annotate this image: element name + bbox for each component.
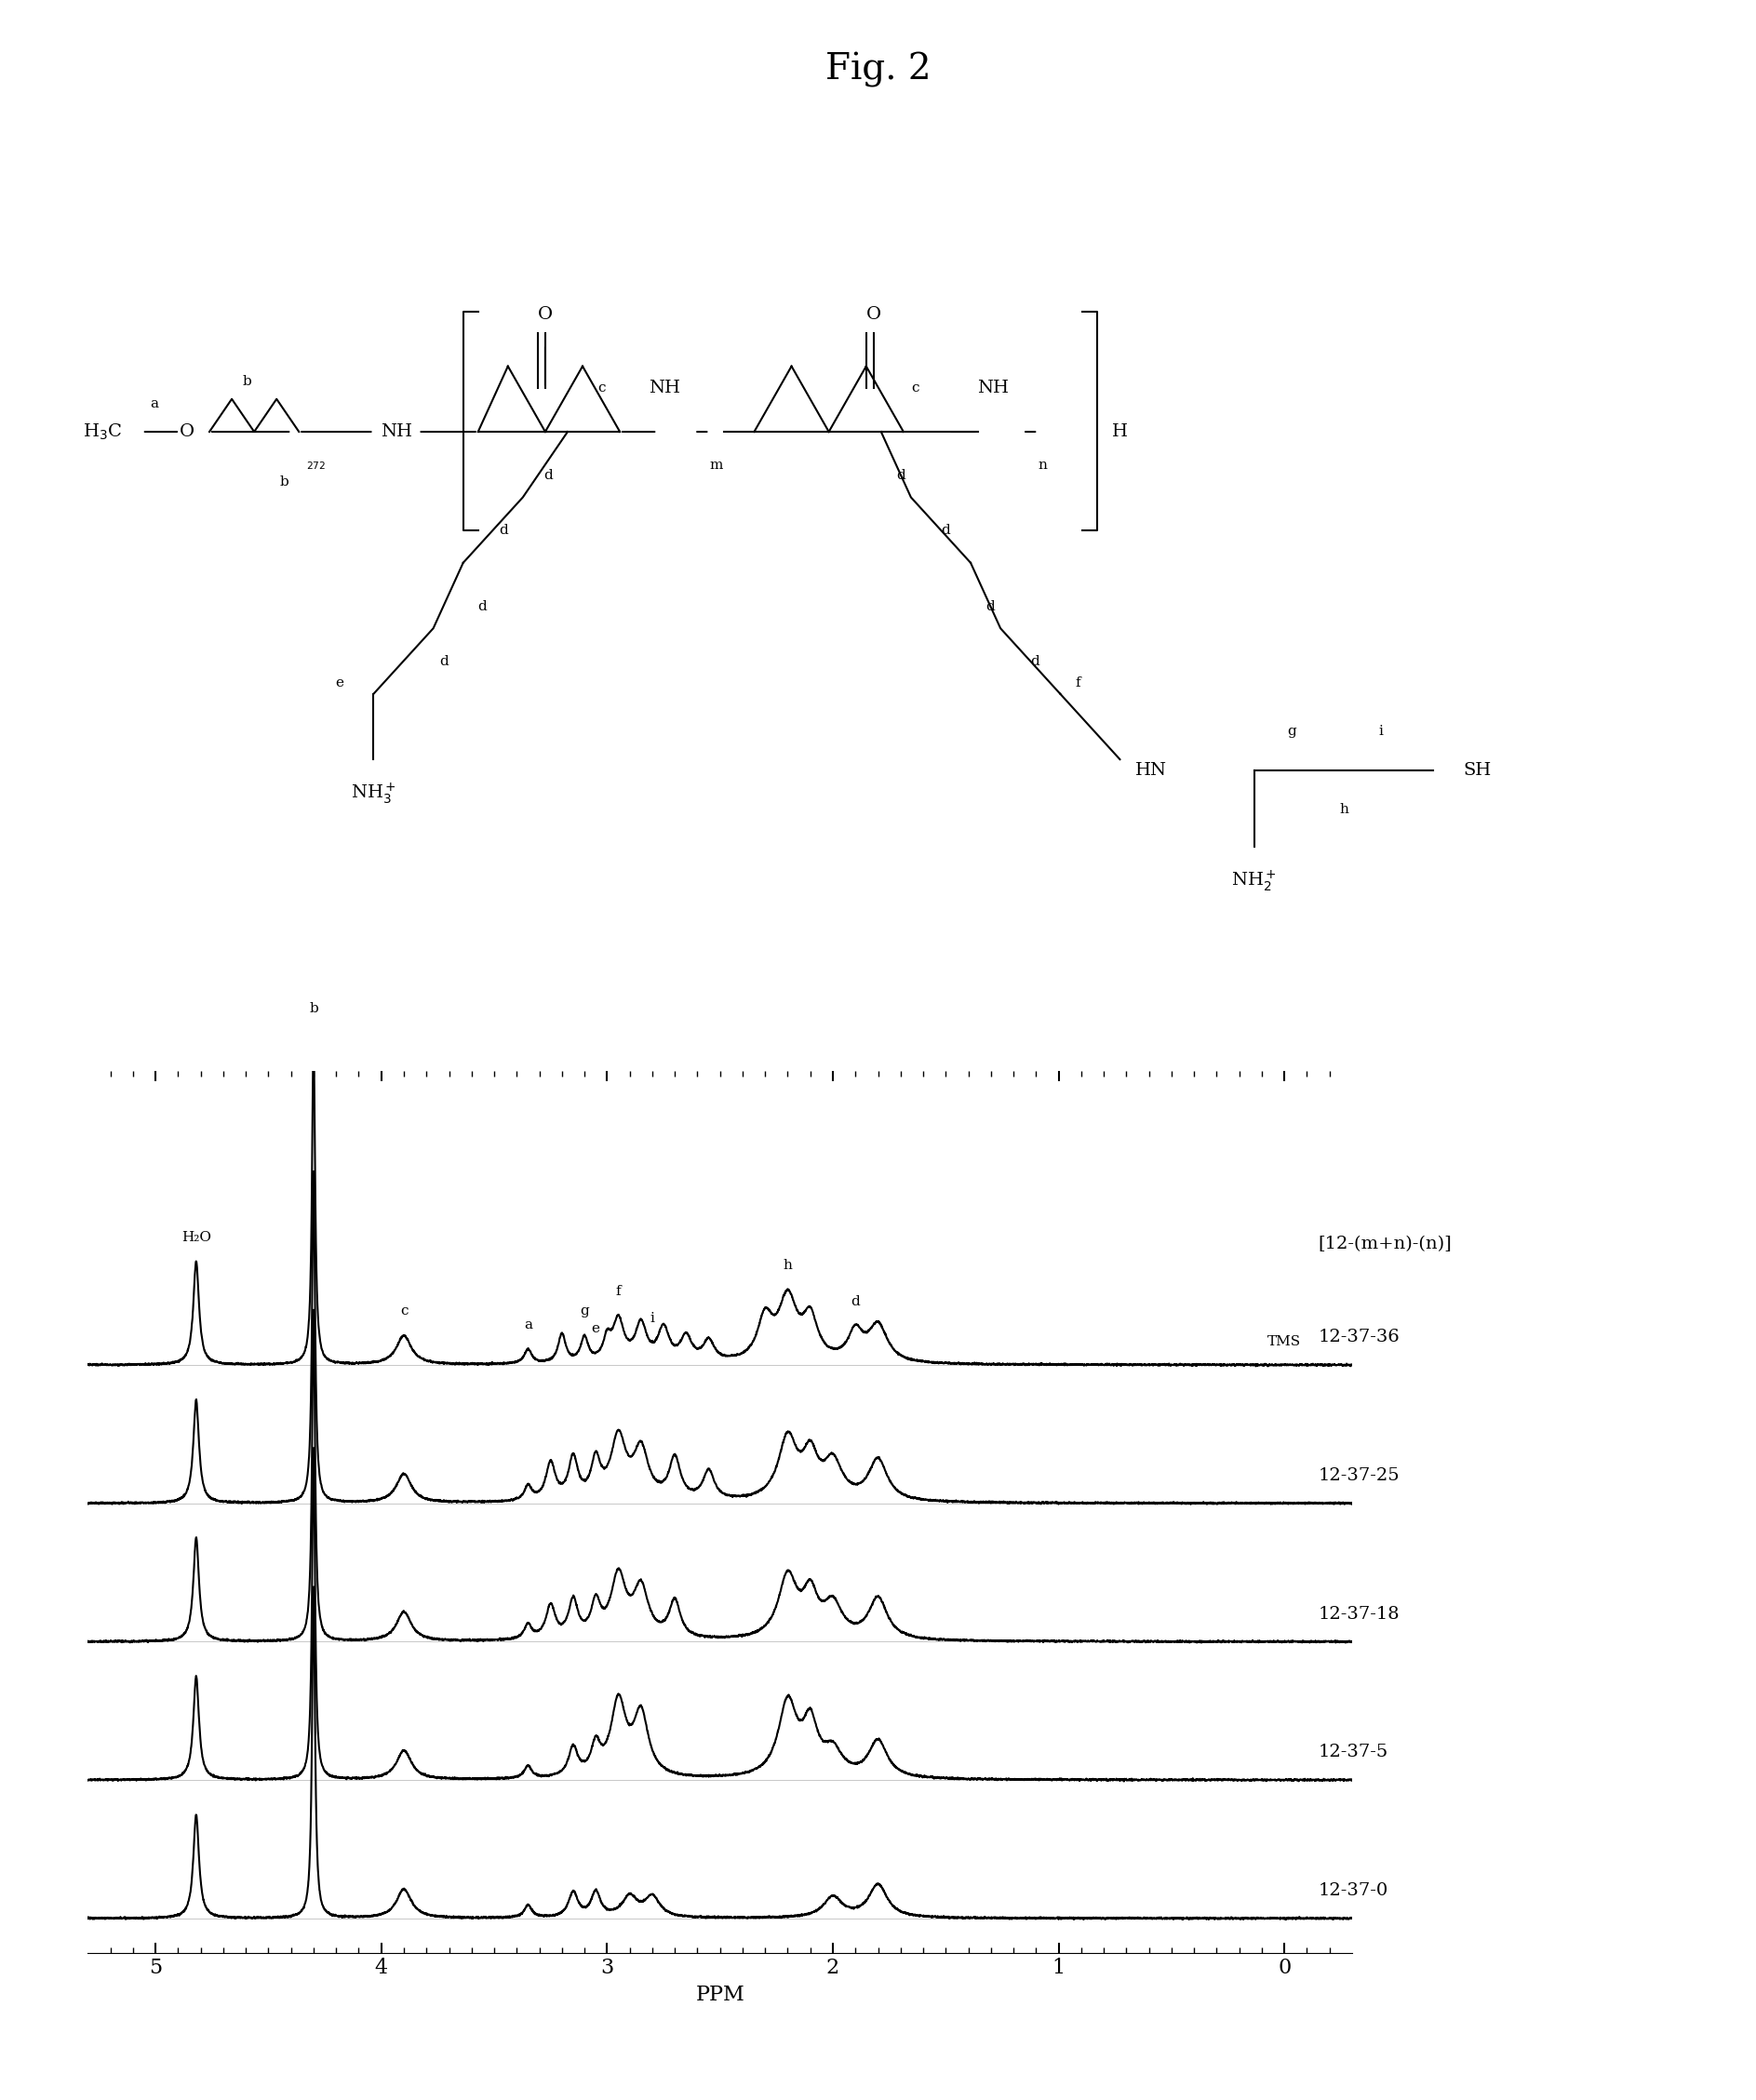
Text: i: i (1378, 724, 1384, 737)
Text: H$_3$C: H$_3$C (83, 422, 121, 441)
Text: b: b (309, 1002, 318, 1016)
Text: O: O (866, 307, 882, 323)
Text: H: H (1113, 424, 1129, 441)
Text: O: O (179, 424, 195, 441)
Text: NH$_2^+$: NH$_2^+$ (1231, 869, 1277, 892)
Text: e: e (592, 1323, 601, 1336)
Text: HN: HN (1134, 762, 1166, 779)
Text: b: b (242, 376, 251, 388)
Text: TMS: TMS (1268, 1336, 1301, 1348)
Text: c: c (400, 1304, 407, 1319)
Text: 12-37-0: 12-37-0 (1319, 1882, 1389, 1898)
Text: h: h (1340, 802, 1349, 817)
Text: d: d (852, 1296, 860, 1308)
Text: NH: NH (648, 380, 681, 397)
Text: d: d (499, 523, 507, 538)
Text: g: g (579, 1304, 588, 1317)
Text: c: c (911, 382, 918, 395)
Text: [12-(m+n)-(n)]: [12-(m+n)-(n)] (1319, 1235, 1452, 1252)
Text: a: a (523, 1319, 532, 1331)
Text: a: a (149, 397, 158, 410)
Text: 12-37-18: 12-37-18 (1319, 1606, 1400, 1623)
Text: 12-37-5: 12-37-5 (1319, 1743, 1389, 1760)
Text: i: i (650, 1312, 655, 1325)
Text: H₂O: H₂O (181, 1231, 211, 1243)
X-axis label: PPM: PPM (695, 1984, 745, 2006)
Text: $_{272}$: $_{272}$ (307, 460, 327, 473)
Text: SH: SH (1463, 762, 1491, 779)
Text: d: d (478, 601, 486, 613)
Text: d: d (896, 468, 904, 483)
Text: 12-37-36: 12-37-36 (1319, 1329, 1400, 1346)
Text: O: O (537, 307, 553, 323)
Text: d: d (439, 655, 448, 668)
Text: h: h (783, 1258, 792, 1273)
Text: 12-37-25: 12-37-25 (1319, 1468, 1400, 1485)
Text: Fig. 2: Fig. 2 (825, 53, 931, 88)
Text: d: d (1031, 655, 1040, 668)
Text: f: f (1075, 676, 1080, 689)
Text: c: c (597, 382, 606, 395)
Text: NH: NH (381, 424, 413, 441)
Text: b: b (279, 475, 288, 489)
Text: f: f (616, 1285, 622, 1298)
Text: m: m (709, 460, 723, 473)
Text: d: d (544, 468, 553, 483)
Text: d: d (985, 601, 994, 613)
Text: g: g (1287, 724, 1296, 737)
Text: NH: NH (976, 380, 1010, 397)
Text: n: n (1038, 460, 1047, 473)
Text: d: d (941, 523, 950, 538)
Text: NH$_3^+$: NH$_3^+$ (351, 781, 397, 806)
Text: e: e (335, 676, 344, 689)
